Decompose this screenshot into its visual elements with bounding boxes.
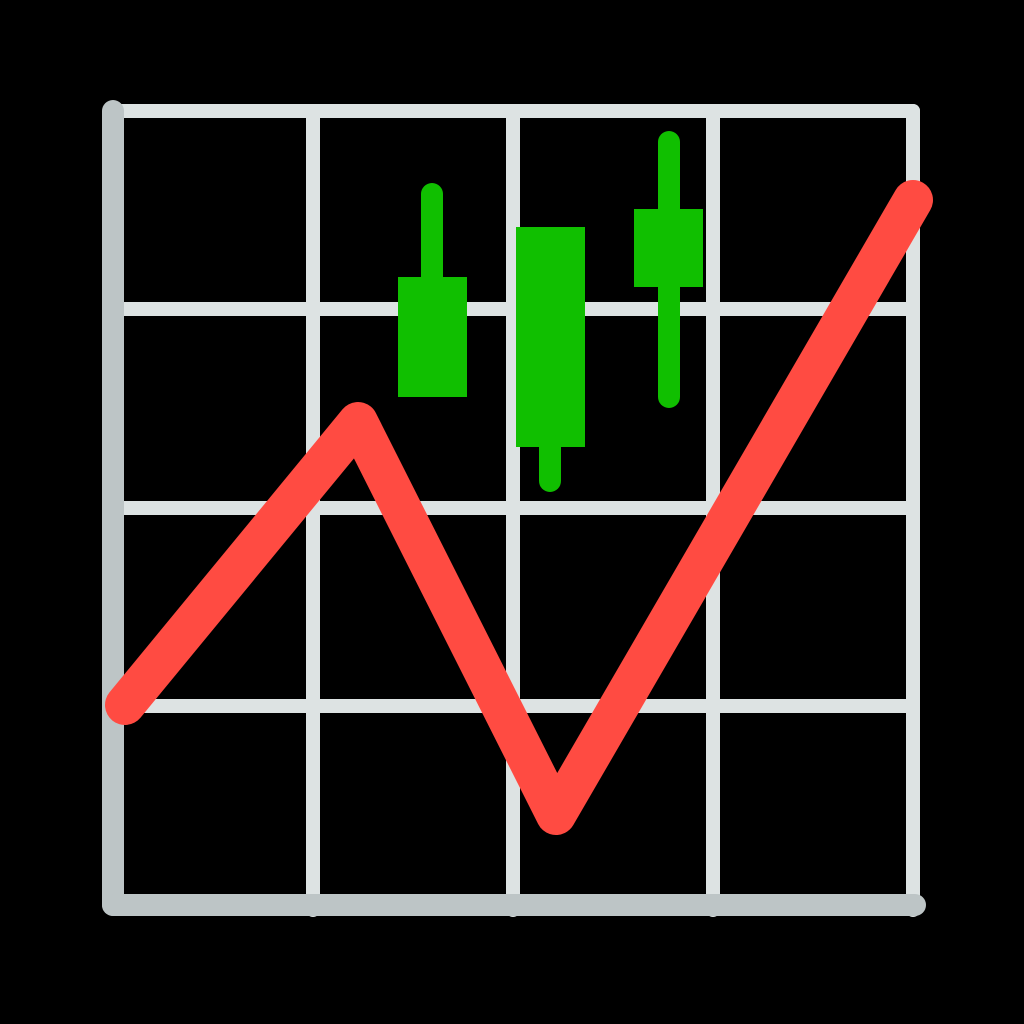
candle-body — [634, 209, 703, 287]
trend-line — [105, 180, 933, 835]
candlesticks — [398, 131, 703, 492]
candle-body — [398, 277, 467, 397]
axes — [102, 100, 926, 916]
candle-body — [516, 227, 585, 447]
